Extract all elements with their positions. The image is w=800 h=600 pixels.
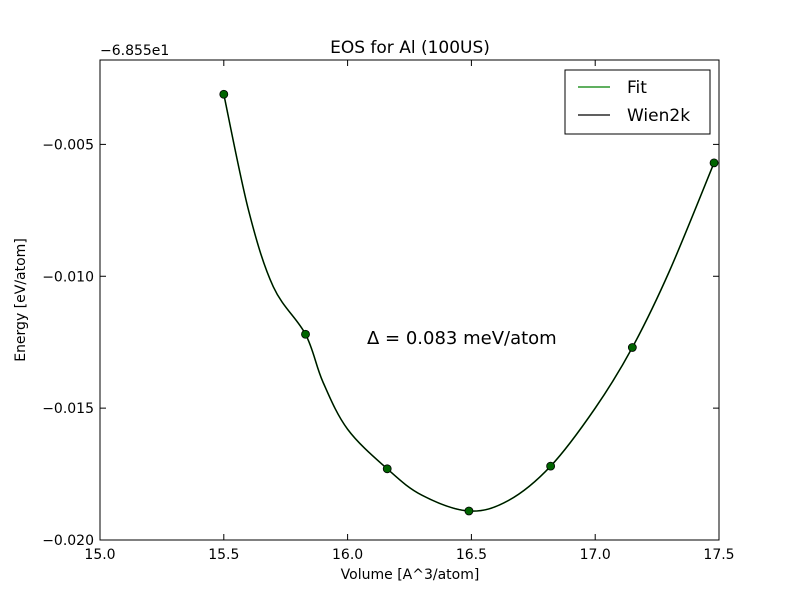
legend-label-wien2k: Wien2k	[627, 106, 690, 126]
y-tick-label: −0.015	[42, 401, 94, 417]
data-point	[546, 461, 556, 471]
data-point	[464, 506, 474, 516]
legend: Fit Wien2k	[564, 69, 711, 135]
axis-ticks: 15.0 15.5 16.0 16.5 17.0 17.5 −0.020 −0.015 −0.0…	[42, 60, 735, 563]
delta-annotation: Δ = 0.083 meV/atom	[367, 328, 557, 349]
y-tick-label: −0.020	[42, 533, 94, 549]
legend-box	[564, 69, 711, 135]
y-tick-label: −0.005	[42, 137, 94, 153]
y-axis-label: Energy [eV/atom]	[13, 238, 29, 362]
plot-frame	[99, 59, 720, 541]
series-line-wien2k	[223, 94, 715, 512]
y-offset-text: −6.855e1	[100, 43, 169, 59]
legend-label-fit: Fit	[627, 78, 647, 98]
x-tick-label: 16.5	[456, 547, 487, 563]
x-tick-label: 17.0	[580, 547, 611, 563]
x-tick-label: 15.5	[208, 547, 239, 563]
x-tick-label: 16.0	[332, 547, 363, 563]
x-tick-label: 15.0	[84, 547, 115, 563]
data-point	[627, 343, 637, 352]
data-point	[382, 464, 392, 474]
x-axis-label: Volume [A^3/atom]	[341, 567, 480, 583]
y-tick-label: −0.010	[42, 269, 94, 285]
chart-title: EOS for Al (100US)	[330, 38, 490, 58]
series-line-fit	[223, 94, 715, 512]
data-point	[301, 329, 310, 339]
data-point	[709, 158, 719, 168]
x-tick-label: 17.5	[703, 547, 734, 563]
data-point	[219, 89, 229, 99]
plot-area	[219, 89, 719, 516]
